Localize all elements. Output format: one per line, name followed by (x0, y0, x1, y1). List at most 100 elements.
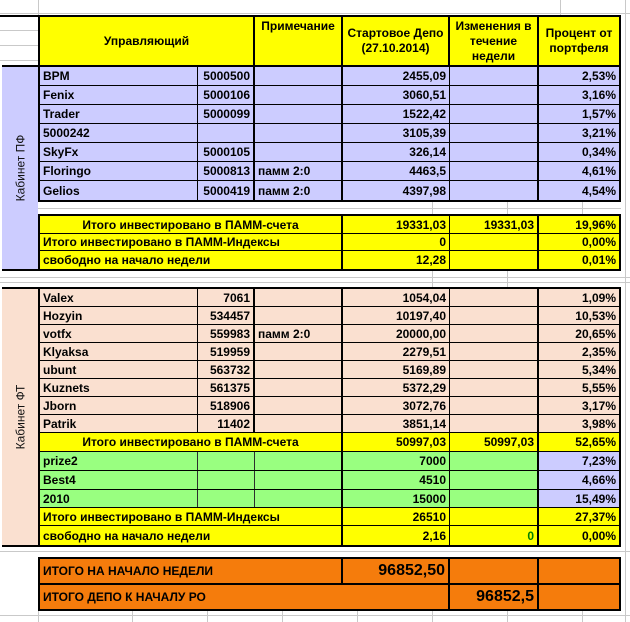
cell-manager[interactable]: BPM (40, 67, 198, 85)
cell-manager[interactable]: Klyaksa (40, 343, 198, 360)
total-label[interactable]: Итого инвестировано в ПАММ-Индексы (40, 234, 343, 250)
cell-account[interactable]: 518906 (198, 397, 255, 414)
total-week-change[interactable] (450, 234, 539, 250)
cell-percent[interactable]: 5,34% (581, 362, 616, 377)
header-manager[interactable]: Управляющий (40, 17, 255, 65)
total-percent[interactable]: 19,96% (539, 216, 619, 233)
total-start-depo[interactable]: 26510 (343, 508, 450, 525)
cell-manager[interactable]: Jborn (40, 397, 198, 414)
cell-account[interactable]: 5000105 (198, 143, 255, 161)
total-week-change[interactable]: 0 (450, 526, 539, 545)
grand-depo-label[interactable]: ИТОГО ДЕПО К НАЧАЛУ РО (40, 585, 450, 609)
total-percent[interactable]: 0,00% (539, 526, 619, 545)
total-start-depo[interactable]: 0 (343, 234, 450, 250)
cell-start-depo[interactable]: 4463,5 (343, 162, 450, 180)
cell-note[interactable] (255, 397, 343, 414)
cell-account[interactable] (198, 124, 255, 142)
grand-total-week-value[interactable]: 96852,50 (343, 559, 450, 583)
total-percent[interactable]: 27,37% (539, 508, 619, 525)
header-portfolio-pct[interactable]: Процент от портфеля (539, 17, 619, 65)
header-week-change[interactable]: Изменения в течение недели (450, 17, 539, 65)
cell-week-change[interactable] (450, 289, 539, 306)
cell-week-change[interactable] (450, 452, 539, 470)
cell-percent[interactable]: 15,49% (539, 490, 619, 507)
cell-note[interactable] (255, 343, 343, 360)
cell-note[interactable] (255, 124, 343, 142)
total-percent[interactable]: 0,00% (539, 234, 619, 250)
cell-week-change[interactable] (450, 162, 539, 180)
total-label[interactable]: свободно на начало недели (40, 526, 343, 545)
total-start-depo[interactable]: 50997,03 (343, 433, 450, 451)
cell-note[interactable] (255, 67, 343, 85)
total-label[interactable]: Итого инвестировано в ПАММ-счета (40, 216, 343, 233)
grand-depo-value[interactable]: 96852,5 (450, 585, 539, 609)
total-week-change[interactable]: 50997,03 (450, 433, 539, 451)
cell-start-depo[interactable]: 3072,76 (343, 397, 450, 414)
total-start-depo[interactable]: 19331,03 (343, 216, 450, 233)
cell-start-depo[interactable]: 20000,00 (343, 325, 450, 342)
cell-note[interactable] (255, 379, 343, 396)
grand-total-week-label[interactable]: ИТОГО НА НАЧАЛО НЕДЕЛИ (40, 559, 343, 583)
cell-percent[interactable]: 4,54% (581, 183, 616, 198)
cell-week-change[interactable] (450, 415, 539, 432)
cell-manager[interactable]: Trader (40, 105, 198, 123)
cell-start-depo[interactable]: 2279,51 (343, 343, 450, 360)
total-label[interactable]: Итого инвестировано в ПАММ-Индексы (40, 508, 343, 525)
cell-percent[interactable]: 4,61% (581, 164, 616, 178)
cell-week-change[interactable] (450, 397, 539, 414)
cell-account[interactable]: 561375 (198, 379, 255, 396)
cell-account[interactable]: 5000106 (198, 86, 255, 104)
cell-percent[interactable]: 7,23% (539, 452, 619, 470)
total-week-change[interactable]: 19331,03 (450, 216, 539, 233)
cell-manager[interactable]: Kuznets (40, 379, 198, 396)
cell-percent[interactable]: 4,66% (539, 471, 619, 489)
cell-manager[interactable]: Best4 (40, 471, 198, 489)
cell-percent[interactable]: 3,98% (581, 416, 616, 431)
cell-manager[interactable]: Fenix (40, 86, 198, 104)
cell-start-depo[interactable]: 5372,29 (343, 379, 450, 396)
cell-week-change[interactable] (450, 325, 539, 342)
total-percent[interactable]: 0,01% (539, 251, 619, 269)
cell-manager[interactable]: SkyFx (40, 143, 198, 161)
cell-manager[interactable]: ubunt (40, 361, 198, 378)
cell-manager[interactable]: Valex (40, 289, 198, 306)
cell-note[interactable] (255, 415, 343, 432)
cell-account[interactable]: 5000500 (198, 67, 255, 85)
cell-manager[interactable]: prize2 (40, 452, 198, 470)
cell-percent[interactable]: 5,55% (581, 380, 616, 395)
cell-week-change[interactable] (450, 471, 539, 489)
cell-note[interactable] (255, 471, 343, 489)
cell-week-change[interactable] (450, 361, 539, 378)
cell-week-change[interactable] (450, 343, 539, 360)
header-start-depo[interactable]: Стартовое Депо (27.10.2014) (343, 17, 450, 65)
cell-account[interactable] (198, 490, 255, 507)
cell-account[interactable] (198, 471, 255, 489)
cell-start-depo[interactable]: 15000 (343, 490, 450, 507)
total-start-depo[interactable]: 2,16 (343, 526, 450, 545)
total-percent[interactable]: 52,65% (539, 433, 619, 451)
cell-manager[interactable]: Gelios (40, 181, 198, 200)
cell-note[interactable]: памм 2:0 (255, 181, 343, 200)
cell-percent[interactable]: 2,35% (581, 344, 616, 359)
cell-manager[interactable]: votfx (40, 325, 198, 342)
cell-account[interactable]: 5000813 (198, 162, 255, 180)
header-note[interactable]: Примечание (255, 17, 343, 65)
cell-note[interactable] (255, 307, 343, 324)
cell-start-depo[interactable]: 326,14 (343, 143, 450, 161)
cell-week-change[interactable] (450, 379, 539, 396)
band-cabinet-pf[interactable]: Кабинет ПФ (2, 65, 38, 271)
cell-manager[interactable]: 5000242 (40, 124, 198, 142)
cell-account[interactable]: 559983 (198, 325, 255, 342)
cell-note[interactable]: памм 2:0 (255, 325, 343, 342)
cell-start-depo[interactable]: 3105,39 (343, 124, 450, 142)
total-week-change[interactable] (450, 508, 539, 525)
cell-percent[interactable]: 0,34% (581, 145, 616, 159)
cell-account[interactable] (198, 452, 255, 470)
total-label[interactable]: Итого инвестировано в ПАММ-счета (40, 433, 343, 451)
cell-manager[interactable]: Floringo (40, 162, 198, 180)
cell-note[interactable] (255, 361, 343, 378)
cell-manager[interactable]: 2010 (40, 490, 198, 507)
total-label[interactable]: свободно на начало недели (40, 251, 343, 269)
total-week-change[interactable] (450, 251, 539, 269)
cell-week-change[interactable] (450, 86, 539, 104)
